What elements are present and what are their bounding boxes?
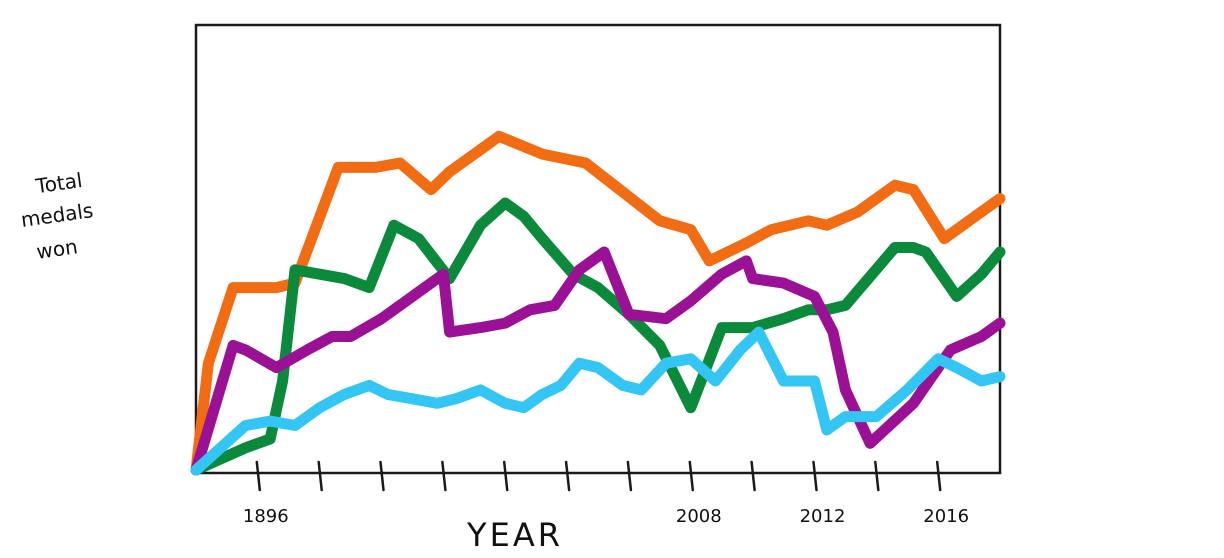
y-axis-label-line-3: won [35,234,79,264]
x-tick-6 [564,460,571,492]
x-axis-ticks: 1896 2008 2012 2016 [243,460,969,527]
x-tick-10 [812,460,818,492]
y-axis-label-line-1: Total [33,168,84,198]
series-layer [190,130,1006,476]
x-tick-2 [317,460,323,492]
x-tick-9 [750,460,756,492]
x-tick-7 [626,460,633,492]
x-tick-3 [379,460,385,492]
x-tick-8 [688,460,695,492]
x-tick-label-2012: 2012 [800,506,846,527]
series-line-4 [190,326,1006,476]
y-axis-label: Total medals won [19,168,94,264]
x-tick-12 [935,460,942,492]
x-tick-5 [502,460,509,492]
series-line-1 [190,130,1006,476]
x-axis-label: YEAR [466,516,563,554]
series-line-3 [190,246,1006,476]
x-tick-label-2008: 2008 [676,506,722,527]
series-line-2 [190,197,1006,476]
x-tick-label-1896: 1896 [243,506,289,527]
x-tick-1 [255,460,262,492]
x-tick-4 [441,460,447,492]
y-axis-label-line-2: medals [19,198,94,232]
x-tick-label-2016: 2016 [923,506,969,527]
x-tick-11 [874,460,880,492]
